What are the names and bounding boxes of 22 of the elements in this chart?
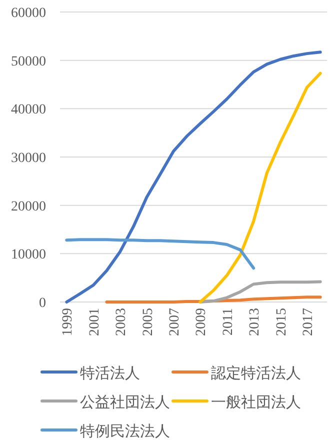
x-tick-label: 2013 [248, 308, 263, 336]
y-tick-label: 60000 [11, 6, 46, 21]
y-tick-label: 20000 [11, 199, 46, 214]
x-tick-label: 2015 [274, 308, 290, 336]
x-tick-label: 2011 [220, 308, 236, 336]
y-tick-label: 0 [39, 296, 46, 311]
x-tick-label: 2003 [114, 308, 130, 336]
y-tick-label: 30000 [11, 151, 46, 166]
legend-label: 一般社団法人 [211, 394, 301, 411]
y-tick-label: 50000 [11, 54, 46, 70]
x-tick-label: 2005 [140, 308, 156, 336]
x-tick-label: 2001 [87, 308, 102, 336]
x-tick-label: 1999 [60, 308, 76, 336]
y-tick-label: 40000 [11, 102, 46, 118]
legend-label: 認定特活法人 [211, 365, 301, 382]
x-tick-label: 2017 [300, 308, 316, 336]
legend-label: 特活法人 [80, 365, 140, 382]
x-tick-label: 2007 [167, 308, 182, 336]
legend-label: 公益社団法人 [80, 394, 170, 411]
y-tick-label: 10000 [11, 248, 46, 263]
legend-label: 特例民法法人 [80, 423, 170, 440]
x-tick-label: 2009 [194, 308, 210, 336]
